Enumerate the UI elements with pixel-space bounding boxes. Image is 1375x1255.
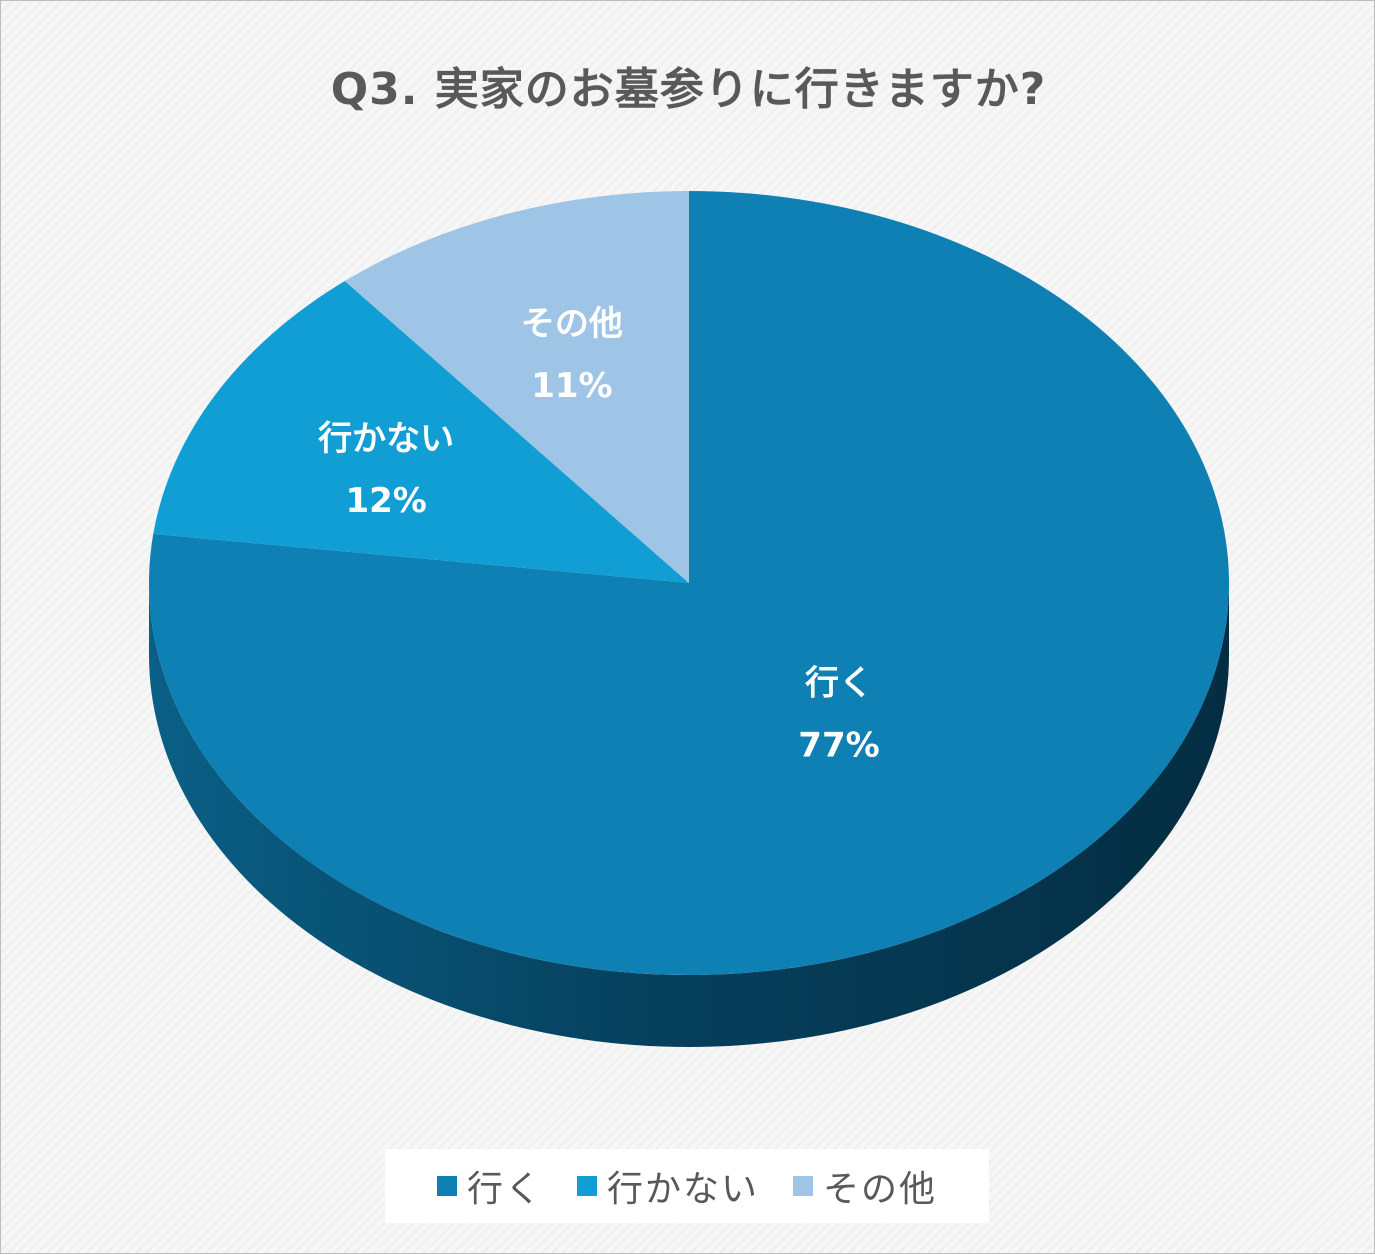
legend-item-2: 行かない xyxy=(576,1160,759,1212)
pie-slice-2 xyxy=(153,280,689,583)
legend-swatch-3 xyxy=(793,1176,813,1196)
chart-legend: 行く 行かない その他 xyxy=(385,1149,989,1223)
legend-item-1: 行く xyxy=(436,1160,543,1212)
slice-value-label-3: 11% xyxy=(531,366,612,406)
pie-slice-3 xyxy=(344,191,689,583)
slice-value-label-1: 77% xyxy=(798,725,879,765)
legend-swatch-2 xyxy=(576,1176,597,1196)
legend-label-2: 行かない xyxy=(606,1169,759,1210)
slice-category-label-2: 行かない xyxy=(318,419,454,459)
slice-category-label-1: 行く xyxy=(805,663,873,703)
slice-category-label-3: その他 xyxy=(521,304,623,344)
chart-title: Q3. 実家のお墓参りに行きますか? xyxy=(330,64,1047,115)
legend-item-3: その他 xyxy=(793,1160,937,1212)
pie-side-wall xyxy=(149,583,1229,1047)
legend-label-3: その他 xyxy=(823,1169,938,1210)
legend-swatch-1 xyxy=(436,1176,457,1196)
slice-value-label-2: 12% xyxy=(345,481,426,521)
legend-label-1: 行く xyxy=(466,1169,543,1210)
